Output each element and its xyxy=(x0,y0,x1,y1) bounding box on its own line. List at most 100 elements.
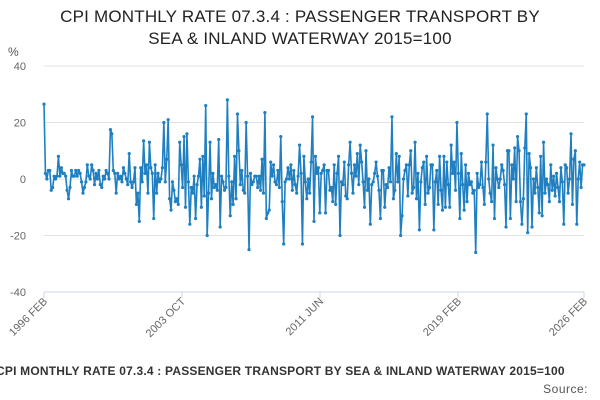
data-point xyxy=(173,200,177,204)
data-point xyxy=(526,231,530,235)
data-point xyxy=(406,194,410,198)
data-point xyxy=(117,177,121,181)
data-point xyxy=(300,242,305,246)
data-point xyxy=(269,160,273,164)
data-point xyxy=(488,191,492,195)
data-point xyxy=(137,219,141,223)
data-point xyxy=(329,185,333,190)
data-point xyxy=(163,180,167,184)
data-point xyxy=(562,222,566,226)
data-point xyxy=(384,183,388,187)
data-point xyxy=(492,216,497,221)
data-point xyxy=(212,185,216,190)
data-point xyxy=(446,183,450,187)
data-point xyxy=(344,194,348,198)
data-point xyxy=(331,200,335,204)
data-point xyxy=(136,191,140,195)
data-point xyxy=(310,115,315,119)
data-point xyxy=(74,168,78,173)
data-point xyxy=(417,228,421,232)
data-point xyxy=(524,112,528,116)
data-point xyxy=(494,166,498,170)
data-point xyxy=(110,132,114,136)
data-point xyxy=(156,171,160,175)
data-point xyxy=(373,171,377,175)
data-point xyxy=(552,174,556,178)
data-point xyxy=(491,143,495,147)
data-point xyxy=(423,202,427,207)
data-point xyxy=(149,166,153,170)
data-point xyxy=(273,180,277,184)
data-point xyxy=(160,166,164,170)
data-point xyxy=(250,183,254,187)
y-axis-label: % xyxy=(8,45,19,59)
data-point xyxy=(396,180,400,184)
data-point xyxy=(570,202,575,207)
data-point xyxy=(413,140,417,144)
data-point xyxy=(556,185,560,190)
data-point xyxy=(64,174,68,178)
data-point xyxy=(123,171,127,175)
data-point xyxy=(537,211,541,215)
data-point xyxy=(378,216,383,221)
data-point xyxy=(374,160,378,164)
data-point xyxy=(133,166,137,170)
data-point xyxy=(195,183,199,187)
data-point xyxy=(241,188,245,192)
data-point xyxy=(361,180,365,184)
data-point xyxy=(52,174,56,178)
data-point xyxy=(169,208,173,212)
data-point xyxy=(383,205,387,209)
data-point xyxy=(94,171,98,175)
data-point xyxy=(563,163,567,167)
data-point xyxy=(520,222,524,226)
data-point xyxy=(157,180,162,184)
data-point xyxy=(436,202,440,207)
data-point xyxy=(124,177,128,181)
data-point xyxy=(215,188,219,192)
data-point xyxy=(365,188,370,192)
data-point xyxy=(280,200,284,204)
data-point xyxy=(152,216,156,221)
data-point xyxy=(235,112,240,116)
data-point xyxy=(420,166,424,170)
data-point xyxy=(397,154,401,158)
data-point xyxy=(495,177,499,181)
data-point xyxy=(326,168,331,173)
data-point xyxy=(335,171,339,175)
chart-title-line-1: CPI MONTHLY RATE 07.3.4 : PASSENGER TRAN… xyxy=(60,7,540,26)
data-point xyxy=(544,177,549,181)
y-tick-label: -20 xyxy=(10,231,26,243)
data-point xyxy=(530,225,534,229)
data-point xyxy=(299,171,303,175)
chart-footer: CPI MONTHLY RATE 07.3.4 : PASSENGER TRAN… xyxy=(0,364,600,400)
data-point xyxy=(403,168,407,173)
data-point xyxy=(97,168,101,173)
data-point xyxy=(175,197,179,201)
data-point xyxy=(338,233,342,238)
data-point xyxy=(271,163,276,167)
data-point xyxy=(500,163,504,167)
data-point xyxy=(549,163,553,167)
data-point xyxy=(155,191,159,195)
data-point xyxy=(227,174,231,178)
data-point xyxy=(528,166,533,170)
data-point xyxy=(207,191,211,195)
data-point xyxy=(387,166,391,170)
data-point xyxy=(399,233,403,238)
source-label: Source: xyxy=(543,382,588,396)
data-point xyxy=(452,160,456,164)
data-point xyxy=(572,157,576,161)
data-point xyxy=(533,191,537,195)
data-point xyxy=(168,197,172,201)
data-point xyxy=(181,185,185,190)
data-point xyxy=(237,149,241,153)
data-point xyxy=(404,163,409,167)
y-tick-label: 20 xyxy=(14,118,26,130)
data-point xyxy=(464,163,468,167)
data-point xyxy=(576,177,580,181)
data-point xyxy=(55,174,59,178)
data-point xyxy=(78,171,82,175)
data-point xyxy=(126,183,130,187)
data-point xyxy=(578,160,582,164)
